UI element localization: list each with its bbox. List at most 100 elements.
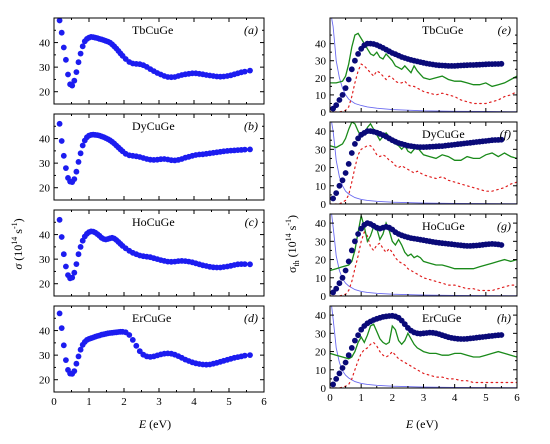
plot-area-a	[56, 18, 253, 89]
x-tick-label: 5	[483, 392, 489, 404]
data-point	[342, 359, 349, 366]
y-tick-label: 40	[315, 126, 327, 138]
y-tick-label: 30	[39, 62, 51, 74]
data-point	[345, 352, 352, 359]
left-ylabel-close: )	[11, 218, 25, 222]
x-tick-label: 6	[514, 392, 520, 404]
data-point	[345, 76, 352, 83]
data-point	[336, 182, 343, 189]
data-point	[69, 82, 76, 89]
panel-letter: (g)	[497, 219, 511, 233]
data-point	[352, 57, 358, 64]
data-point	[352, 238, 358, 245]
y-tick-label: 0	[321, 383, 327, 395]
data-point	[241, 261, 248, 267]
y-tick-label: 10	[315, 365, 327, 377]
interband-line	[330, 145, 517, 204]
data-point	[345, 161, 352, 167]
y-tick-label: 20	[315, 255, 327, 267]
data-point	[71, 77, 78, 84]
left-y-axis-label: σ (1014 s-1)	[6, 218, 25, 269]
data-point	[77, 50, 84, 57]
panel-c: 20 30 40 HoCuGe (c)	[39, 209, 265, 297]
left-x-axis-label: E (eV)	[138, 417, 171, 431]
data-point	[342, 85, 349, 91]
interband-line	[330, 341, 517, 388]
y-tick-label: 30	[315, 56, 327, 68]
data-point	[69, 274, 76, 281]
data-point	[241, 146, 248, 153]
panel-letter: (f)	[500, 127, 511, 141]
data-point	[333, 102, 340, 109]
y-tick-label: 40	[39, 230, 51, 242]
plot-area-b	[56, 120, 253, 186]
data-point	[60, 152, 67, 159]
total-theory-line	[330, 323, 517, 360]
right-ylabel-close: )	[285, 215, 299, 219]
data-point	[133, 342, 140, 349]
data-point	[342, 170, 349, 176]
drude-line	[331, 18, 517, 112]
y-tick-label: 0	[321, 199, 327, 211]
data-point	[75, 251, 82, 258]
x-tick-label: 1	[358, 392, 364, 404]
panel-letter: (a)	[244, 23, 258, 37]
panel-letter: (e)	[498, 23, 511, 37]
x-tick-label: 2	[390, 392, 396, 404]
data-point	[129, 337, 136, 343]
data-point	[330, 381, 336, 388]
x-tick-label: 4	[452, 392, 458, 404]
right-ylabel-sub: th	[292, 260, 301, 266]
panel-letter: (h)	[497, 311, 511, 325]
panel-a: 20 30 40 TbCuGe (a)	[39, 17, 265, 105]
left-ylabel-s: s	[11, 229, 25, 234]
data-point	[79, 142, 86, 149]
right-ylabel-s: s	[285, 225, 299, 230]
left-xlabel-units: (eV)	[149, 417, 171, 431]
compound-label: TbCuGe	[132, 23, 173, 37]
data-point	[336, 280, 343, 287]
y-tick-label: 20	[315, 347, 327, 359]
data-point	[339, 92, 346, 98]
y-tick-label: 40	[39, 38, 51, 50]
right-x-axis-label: E (eV)	[405, 417, 438, 431]
data-point	[56, 216, 63, 223]
data-point	[345, 258, 352, 265]
panel-b: 20 30 40 DyCuGe (b)	[39, 113, 265, 201]
data-point	[63, 56, 69, 63]
panel-letter: (d)	[244, 311, 258, 325]
data-point	[355, 231, 361, 237]
left-ylabel-exp: 14	[10, 237, 19, 245]
y-tick-label: 40	[315, 310, 327, 322]
data-point	[498, 242, 505, 248]
data-point	[60, 251, 67, 258]
right-xlabel-units: (eV)	[416, 417, 438, 431]
y-tick-label: 10	[315, 90, 327, 102]
data-point	[73, 168, 80, 175]
data-point	[333, 285, 340, 292]
y-tick-label: 20	[39, 279, 51, 291]
data-point	[79, 43, 86, 50]
data-point	[63, 357, 69, 363]
right-xlabel-symbol: E	[405, 417, 414, 431]
left-ylabel-sexp: -1	[10, 222, 19, 229]
left-ylabel-units: (10	[11, 245, 25, 261]
data-point	[58, 325, 65, 331]
y-tick-label: 40	[39, 134, 51, 146]
data-point	[126, 332, 133, 338]
right-ylabel-sexp: -1	[284, 219, 293, 226]
plot-area-e	[330, 18, 517, 112]
data-point	[58, 138, 65, 144]
x-tick-label: 2	[121, 396, 127, 408]
data-point	[339, 274, 346, 281]
data-point	[63, 263, 69, 270]
data-point	[348, 150, 355, 156]
data-point	[56, 310, 63, 317]
y-tick-label: 30	[39, 254, 51, 266]
data-point	[342, 267, 349, 274]
y-tick-label: 10	[315, 273, 327, 285]
y-tick-label: 10	[315, 181, 327, 193]
drude-line	[331, 214, 517, 296]
data-point	[498, 332, 505, 338]
